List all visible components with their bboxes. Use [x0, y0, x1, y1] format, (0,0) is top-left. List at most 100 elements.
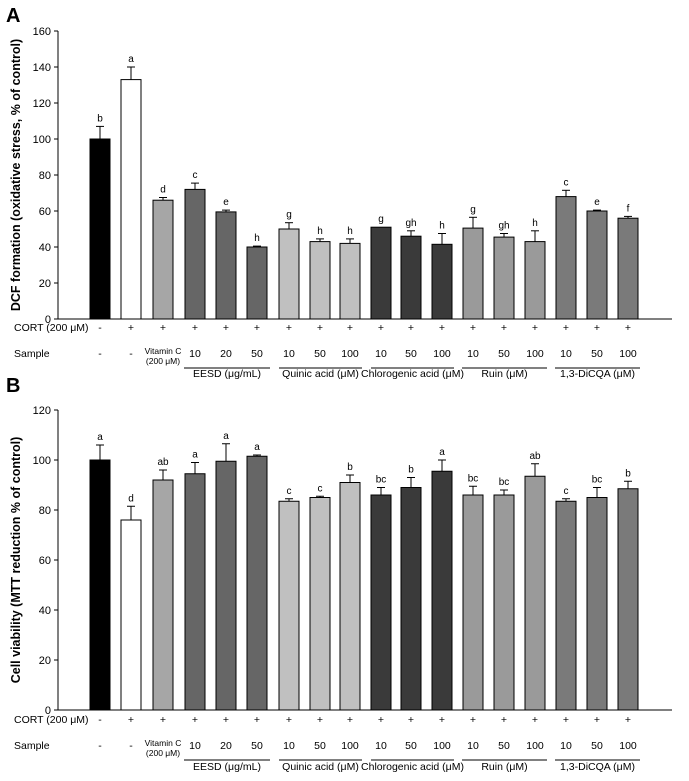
- significance-letter: c: [564, 177, 569, 188]
- significance-letter: a: [439, 447, 445, 458]
- significance-letter: h: [254, 233, 260, 244]
- significance-letter: g: [470, 204, 476, 215]
- bar: [339, 242, 361, 320]
- significance-letter: c: [287, 486, 292, 497]
- sample-value: 100: [341, 348, 359, 360]
- significance-letter: e: [223, 197, 229, 208]
- cort-indicator: +: [439, 322, 445, 334]
- y-tick-label: 80: [39, 505, 51, 517]
- sample-value: 50: [591, 740, 603, 752]
- y-tick-label: 40: [39, 242, 51, 254]
- y-axis-label: DCF formation (oxidative stress, % of co…: [9, 39, 23, 311]
- bar: [555, 500, 577, 711]
- bar: [309, 497, 331, 711]
- cort-indicator: +: [286, 714, 292, 726]
- y-tick-label: 60: [39, 206, 51, 218]
- group-label: Ruin (μM): [481, 368, 527, 380]
- significance-letter: e: [594, 197, 600, 208]
- cort-row-label: CORT (200 μM): [14, 322, 89, 334]
- significance-letter: ab: [529, 451, 541, 462]
- sample-value: 50: [251, 740, 263, 752]
- significance-letter: c: [564, 486, 569, 497]
- y-tick-label: 0: [45, 314, 51, 326]
- y-tick-label: 120: [33, 98, 51, 110]
- sample-value: 100: [619, 740, 637, 752]
- bar: [493, 494, 515, 711]
- cort-indicator: +: [439, 714, 445, 726]
- sample-value: 50: [251, 348, 263, 360]
- bar: [617, 488, 639, 711]
- sample-value: -: [98, 348, 102, 360]
- significance-letter: g: [378, 214, 384, 225]
- bar: [524, 241, 546, 320]
- cort-indicator: +: [192, 322, 198, 334]
- significance-letter: a: [192, 450, 198, 461]
- bar: [278, 228, 300, 320]
- bar: [462, 227, 484, 320]
- group-label: 1,3-DiCQA (μM): [560, 368, 635, 380]
- cort-indicator: +: [563, 714, 569, 726]
- significance-letter: h: [317, 226, 323, 237]
- cort-indicator: +: [347, 714, 353, 726]
- y-tick-label: 20: [39, 655, 51, 667]
- significance-letter: d: [160, 185, 166, 196]
- sample-row-label: Sample: [14, 740, 50, 752]
- bar: [400, 487, 422, 711]
- y-tick-label: 20: [39, 278, 51, 290]
- sample-value: 50: [498, 740, 510, 752]
- bar: [215, 211, 237, 320]
- bar: [400, 235, 422, 320]
- significance-letter: bc: [499, 477, 510, 488]
- cort-indicator: +: [286, 322, 292, 334]
- sample-value: 10: [283, 348, 295, 360]
- bar: [339, 482, 361, 711]
- group-label: Quinic acid (μM): [282, 368, 359, 380]
- significance-letter: b: [408, 465, 414, 476]
- bar: [617, 217, 639, 320]
- bar: [493, 236, 515, 320]
- significance-letter: c: [318, 483, 323, 494]
- vitamin-c-conc: (200 μM): [146, 356, 180, 366]
- y-tick-label: 160: [33, 26, 51, 38]
- bar: [370, 226, 392, 320]
- chart-panel-b: B Cell viability (MTT reduction % of cont…: [6, 375, 672, 773]
- significance-letter: a: [223, 431, 229, 442]
- bar: [89, 459, 111, 711]
- group-label: Ruin (μM): [481, 761, 527, 773]
- sample-value: -: [129, 348, 133, 360]
- bar: [462, 494, 484, 711]
- significance-letter: gh: [405, 218, 416, 229]
- significance-letter: h: [347, 226, 353, 237]
- sample-value: -: [98, 740, 102, 752]
- cort-indicator: +: [563, 322, 569, 334]
- bar: [89, 138, 111, 320]
- sample-value: 100: [433, 348, 451, 360]
- cort-indicator: +: [254, 714, 260, 726]
- cort-indicator: +: [223, 322, 229, 334]
- bar: [246, 455, 268, 711]
- significance-letter: bc: [468, 473, 479, 484]
- sample-value: -: [129, 740, 133, 752]
- cort-indicator: +: [317, 714, 323, 726]
- significance-letter: g: [286, 210, 292, 221]
- cort-row-label: CORT (200 μM): [14, 714, 89, 726]
- panel-letter: B: [6, 375, 20, 397]
- y-tick-label: 140: [33, 62, 51, 74]
- sample-value: 50: [314, 740, 326, 752]
- bar: [431, 243, 453, 320]
- sample-value: 100: [433, 740, 451, 752]
- sample-value: 10: [375, 348, 387, 360]
- cort-indicator: +: [532, 322, 538, 334]
- cort-indicator: +: [160, 322, 166, 334]
- sample-value: 100: [526, 740, 544, 752]
- sample-value: 100: [619, 348, 637, 360]
- significance-letter: b: [347, 462, 353, 473]
- y-tick-label: 100: [33, 455, 51, 467]
- y-tick-label: 60: [39, 555, 51, 567]
- significance-letter: a: [128, 54, 134, 65]
- sample-value: 10: [467, 348, 479, 360]
- cort-indicator: -: [98, 322, 102, 334]
- cort-indicator: +: [594, 322, 600, 334]
- cort-indicator: +: [192, 714, 198, 726]
